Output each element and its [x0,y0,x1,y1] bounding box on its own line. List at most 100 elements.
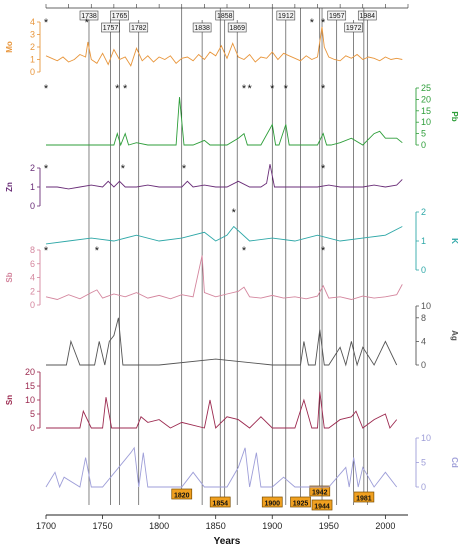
event-year-bottom-label: 1900 [264,501,280,508]
x-tick-label: 2000 [375,521,395,531]
asterisk-marker: * [270,83,275,95]
asterisk-marker: * [242,83,247,95]
y-tick-label-sb: 4 [30,273,35,283]
series-line-k [45,225,403,245]
y-tick-label-cd: 0 [421,482,426,492]
x-tick-label: 1850 [206,521,226,531]
x-tick-label: 1700 [36,521,56,531]
series-name-ag: Ag [450,330,459,341]
event-label-box [227,22,247,33]
event-box-bottom [171,488,193,500]
event-label-box [192,22,212,33]
y-tick-label-sn: 10 [25,395,35,405]
y-tick-label-mo: 2 [30,42,35,52]
series-line-sn [46,391,398,429]
event-year-bottom-label: 1942 [312,490,328,497]
event-year-bottom-label: 1944 [314,504,330,511]
series-name-pb: Pb [450,111,459,121]
event-label-box [110,10,129,21]
y-tick-label-pb: 20 [421,94,431,104]
y-tick-label-pb: 15 [421,106,431,116]
event-box-bottom [261,496,283,508]
event-year-label: 1984 [359,13,375,20]
asterisk-marker: * [232,207,237,219]
series-name-sn: Sn [5,395,14,405]
event-label-box [129,22,149,33]
y-tick-label-sb: 2 [30,286,35,296]
event-year-bottom-label: 1981 [356,496,372,503]
series-line-cd [45,446,398,489]
asterisk-marker: * [115,83,120,95]
asterisk-marker: * [95,245,100,257]
event-year-bottom-label: 1925 [293,501,309,508]
y-tick-label-sn: 15 [25,381,35,391]
y-tick-label-sb: 0 [30,300,35,310]
asterisk-marker: * [321,163,326,175]
event-year-label: 1738 [81,13,97,20]
series-line-pb [46,97,403,147]
y-tick-label-sb: 8 [30,245,35,255]
event-label-box [357,10,377,21]
event-year-label: 1765 [112,13,128,20]
series-line-zn [46,164,403,190]
y-tick-label-k: 1 [421,236,426,246]
y-tick-label-sb: 6 [30,259,35,269]
event-year-label: 1858 [217,13,233,20]
series-name-mo: Mo [5,41,14,53]
event-year-label: 1782 [131,25,147,32]
event-label-box [344,22,364,33]
y-tick-label-sn: 20 [25,367,35,377]
asterisk-marker: * [44,17,49,29]
event-year-label: 1869 [229,25,245,32]
y-tick-label-ag: 0 [421,360,426,370]
series-name-k: K [450,238,459,244]
x-tick-label: 1950 [319,521,339,531]
y-tick-label-mo: 0 [30,67,35,77]
event-year-label: 1757 [103,25,119,32]
y-tick-label-sn: 5 [30,409,35,419]
y-tick-label-pb: 5 [421,129,426,139]
series-name-cd: Cd [450,457,459,468]
asterisk-marker: * [321,245,326,257]
asterisk-marker: * [44,83,49,95]
event-year-label: 1957 [329,13,345,20]
y-tick-label-mo: 1 [30,55,35,65]
event-box-bottom [353,491,375,503]
asterisk-marker: * [123,83,128,95]
event-year-bottom-label: 1820 [174,493,190,500]
y-tick-label-k: 2 [421,207,426,217]
event-label-box [327,10,347,21]
x-axis-label: Years [214,536,241,547]
event-year-label: 1972 [346,25,362,32]
y-tick-label-pb: 25 [421,83,431,93]
y-tick-label-zn: 1 [30,182,35,192]
y-tick-label-zn: 0 [30,201,35,211]
asterisk-marker: * [44,245,49,257]
y-tick-label-cd: 5 [421,458,426,468]
event-year-label: 1838 [194,25,210,32]
series-line-ag [46,317,398,367]
y-tick-label-sn: 0 [30,423,35,433]
event-label-box [215,10,235,21]
event-label-box [276,10,296,21]
event-box-bottom [209,496,231,508]
y-tick-label-mo: 4 [30,17,35,27]
y-tick-label-k: 0 [421,265,426,275]
event-box-bottom [311,499,333,511]
x-tick-label: 1800 [149,521,169,531]
asterisk-marker: * [310,17,315,29]
asterisk-marker: * [247,83,252,95]
y-tick-label-mo: 3 [30,30,35,40]
event-year-label: 1912 [278,13,294,20]
series-line-sb [45,255,403,300]
event-label-box [79,10,99,21]
asterisk-marker: * [44,163,49,175]
asterisk-marker: * [85,17,90,29]
series-name-sb: Sb [5,272,14,282]
event-box-bottom [290,496,311,508]
event-year-bottom-label: 1854 [212,501,228,508]
series-name-zn: Zn [5,182,14,192]
asterisk-marker: * [321,17,326,29]
x-tick-label: 1900 [262,521,282,531]
